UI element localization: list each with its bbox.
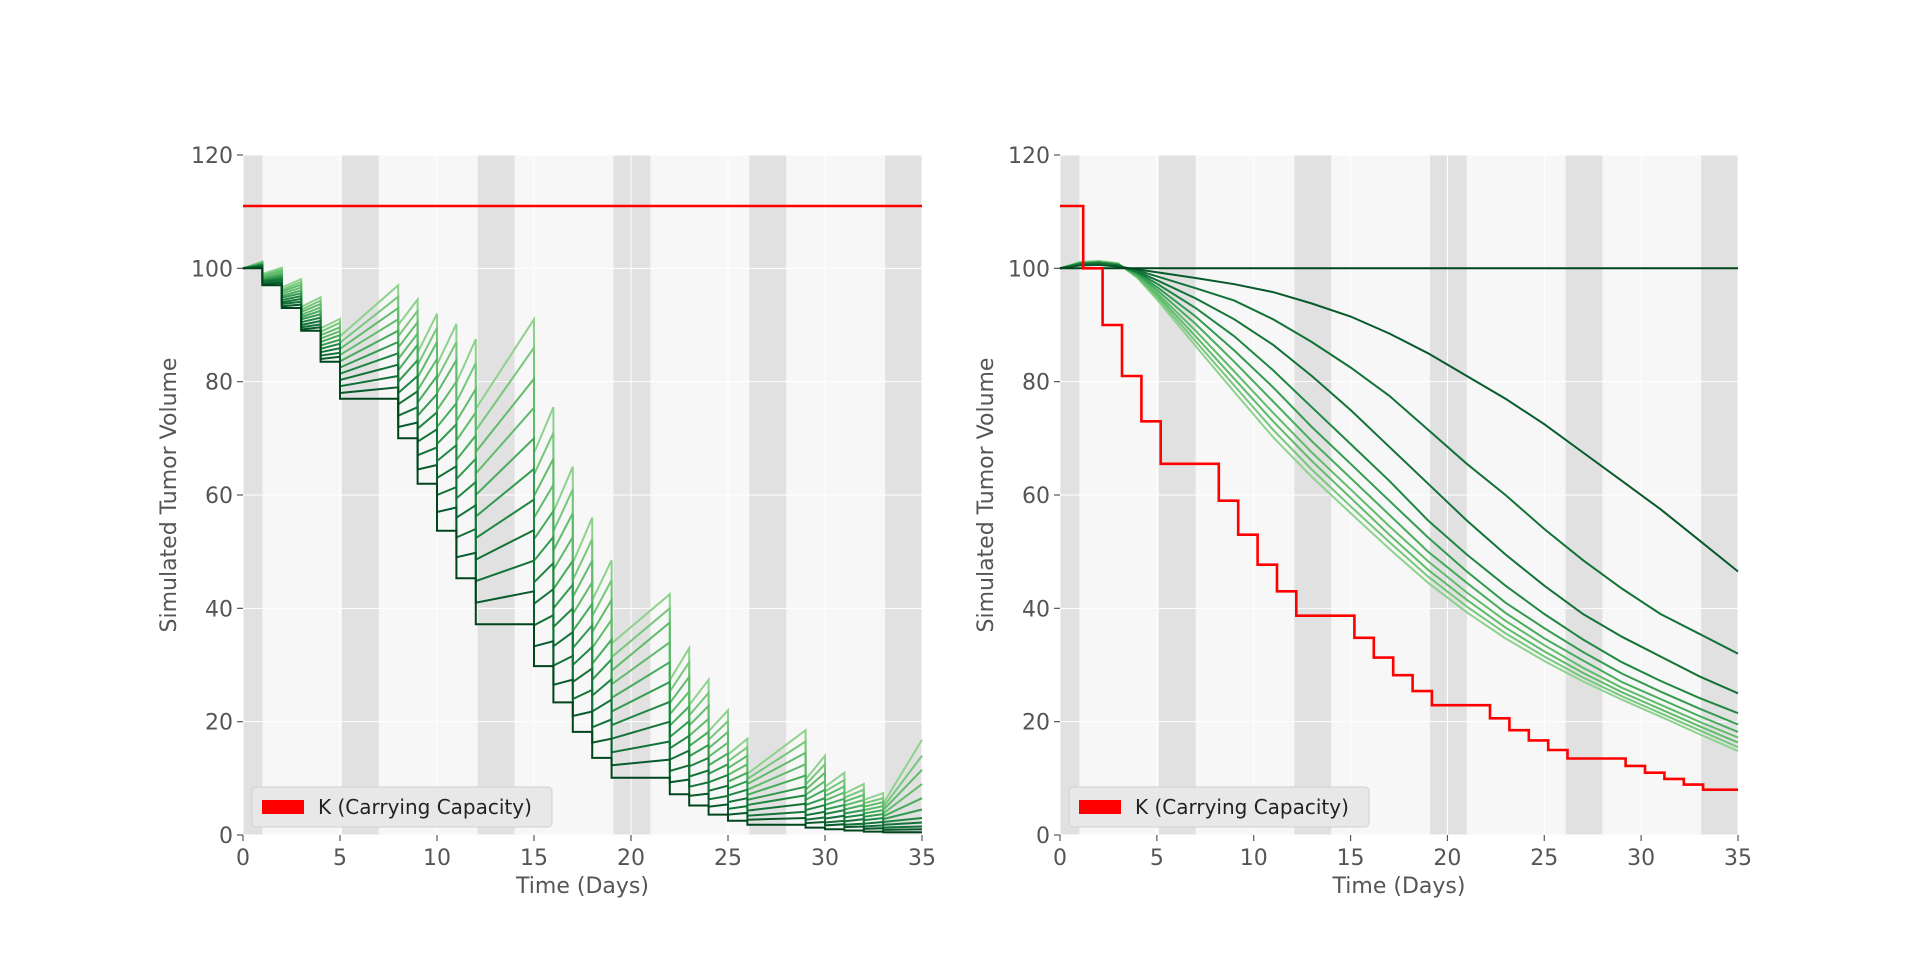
right-axis-ticks xyxy=(1054,154,1739,841)
left-x-tick-labels: 0 5 10 15 20 25 30 35 xyxy=(236,846,936,871)
left-y-tick-label: 80 xyxy=(205,371,233,396)
right-legend-box xyxy=(1068,786,1370,828)
right-y-tick-label: 20 xyxy=(1022,711,1050,736)
right-x-tick-label: 35 xyxy=(1724,846,1752,871)
left-y-tick-label: 0 xyxy=(219,824,233,849)
right-x-tick-labels: 0 5 10 15 20 25 30 35 xyxy=(1053,846,1752,871)
left-x-tick-label: 0 xyxy=(236,846,250,871)
right-x-axis-label: Time (Days) xyxy=(1332,874,1466,899)
right-x-tick-label: 15 xyxy=(1337,846,1365,871)
left-legend: K (Carrying Capacity) xyxy=(251,786,553,828)
left-x-tick-label: 15 xyxy=(520,846,548,871)
left-series-line-3 xyxy=(242,265,923,829)
right-y-tick-label: 100 xyxy=(1008,257,1050,282)
right-x-tick-label: 25 xyxy=(1530,846,1558,871)
left-legend-swatch xyxy=(262,800,304,814)
left-legend-label: K (Carrying Capacity) xyxy=(318,795,532,819)
left-y-axis-label: Simulated Tumor Volume xyxy=(157,358,182,633)
left-x-tick-label: 25 xyxy=(714,846,742,871)
left-y-tick-label: 100 xyxy=(191,257,233,282)
left-chart: 0 5 10 15 20 25 30 35 0 20 40 60 80 100 120 Time (Day… xyxy=(157,144,936,899)
left-y-tick-label: 20 xyxy=(205,711,233,736)
left-y-tick-label: 40 xyxy=(205,597,233,622)
right-y-tick-label: 120 xyxy=(1008,144,1050,169)
right-legend-label: K (Carrying Capacity) xyxy=(1135,795,1349,819)
left-axis-ticks xyxy=(237,154,923,841)
left-series-lines xyxy=(242,260,923,834)
right-x-tick-label: 20 xyxy=(1433,846,1461,871)
left-series-line-1 xyxy=(243,267,922,834)
right-x-tick-label: 10 xyxy=(1240,846,1268,871)
right-carrying-capacity-line xyxy=(1060,204,1738,791)
left-x-axis-label: Time (Days) xyxy=(515,874,649,899)
left-y-tick-labels: 0 20 40 60 80 100 120 xyxy=(191,144,233,849)
left-x-tick-label: 10 xyxy=(423,846,451,871)
right-chart: 0 5 10 15 20 25 30 35 0 20 40 60 80 100 120 Time (Day… xyxy=(974,144,1752,899)
right-y-tick-label: 60 xyxy=(1022,484,1050,509)
left-x-tick-label: 20 xyxy=(617,846,645,871)
left-y-tick-label: 120 xyxy=(191,144,233,169)
right-x-tick-label: 5 xyxy=(1150,846,1164,871)
right-series-lines xyxy=(1059,259,1739,753)
right-y-tick-labels: 0 20 40 60 80 100 120 xyxy=(1008,144,1050,849)
left-x-tick-label: 5 xyxy=(333,846,347,871)
right-legend-swatch xyxy=(1079,800,1121,814)
right-legend: K (Carrying Capacity) xyxy=(1068,786,1370,828)
right-y-tick-label: 0 xyxy=(1036,824,1050,849)
right-y-tick-label: 80 xyxy=(1022,371,1050,396)
left-y-tick-label: 60 xyxy=(205,484,233,509)
left-series-line-2 xyxy=(242,266,923,831)
right-carrying-capacity xyxy=(1060,204,1738,791)
left-x-tick-label: 35 xyxy=(908,846,936,871)
right-y-axis-label: Simulated Tumor Volume xyxy=(974,358,999,633)
right-x-tick-label: 0 xyxy=(1053,846,1067,871)
right-y-tick-label: 40 xyxy=(1022,597,1050,622)
left-legend-box xyxy=(251,786,553,828)
left-x-tick-label: 30 xyxy=(811,846,839,871)
right-x-tick-label: 30 xyxy=(1627,846,1655,871)
